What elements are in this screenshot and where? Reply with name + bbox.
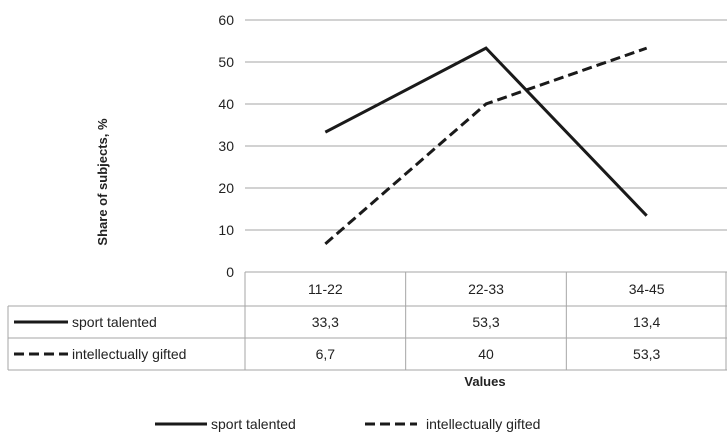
y-tick-0: 0 [226,264,234,280]
x-axis-title: Values [464,374,505,389]
data-label-0-2: 13,4 [633,314,660,330]
data-label-0-0: 33,3 [312,314,339,330]
series-line-0 [324,46,648,217]
x-category-22-33: 22-33 [468,281,504,297]
table-series-name-1: intellectually gifted [72,346,186,362]
gridlines [245,19,727,273]
data-label-1-1: 40 [478,346,494,362]
y-tick-labels: 0 10 20 30 40 50 60 [218,12,234,280]
x-category-34-45: 34-45 [629,281,665,297]
y-tick-50: 50 [218,54,234,70]
y-tick-60: 60 [218,12,234,28]
y-tick-20: 20 [218,180,234,196]
series-lines [324,46,648,245]
y-axis-title: Share of subjects, % [95,118,110,246]
x-category-11-22: 11-22 [308,281,343,297]
legend-label-1: intellectually gifted [426,416,540,432]
legend-label-0: sport talented [211,416,296,432]
data-label-1-0: 6,7 [316,346,336,362]
data-label-1-2: 53,3 [633,346,660,362]
y-tick-30: 30 [218,138,234,154]
data-label-0-1: 53,3 [472,314,499,330]
y-tick-10: 10 [218,222,234,238]
y-tick-40: 40 [218,96,234,112]
data-table: 11-22 22-33 34-45 sport talented 33,3 53,3 13,… [7,271,727,371]
table-series-name-0: sport talented [72,314,157,330]
legend: sport talented intellectually gifted [155,416,540,432]
